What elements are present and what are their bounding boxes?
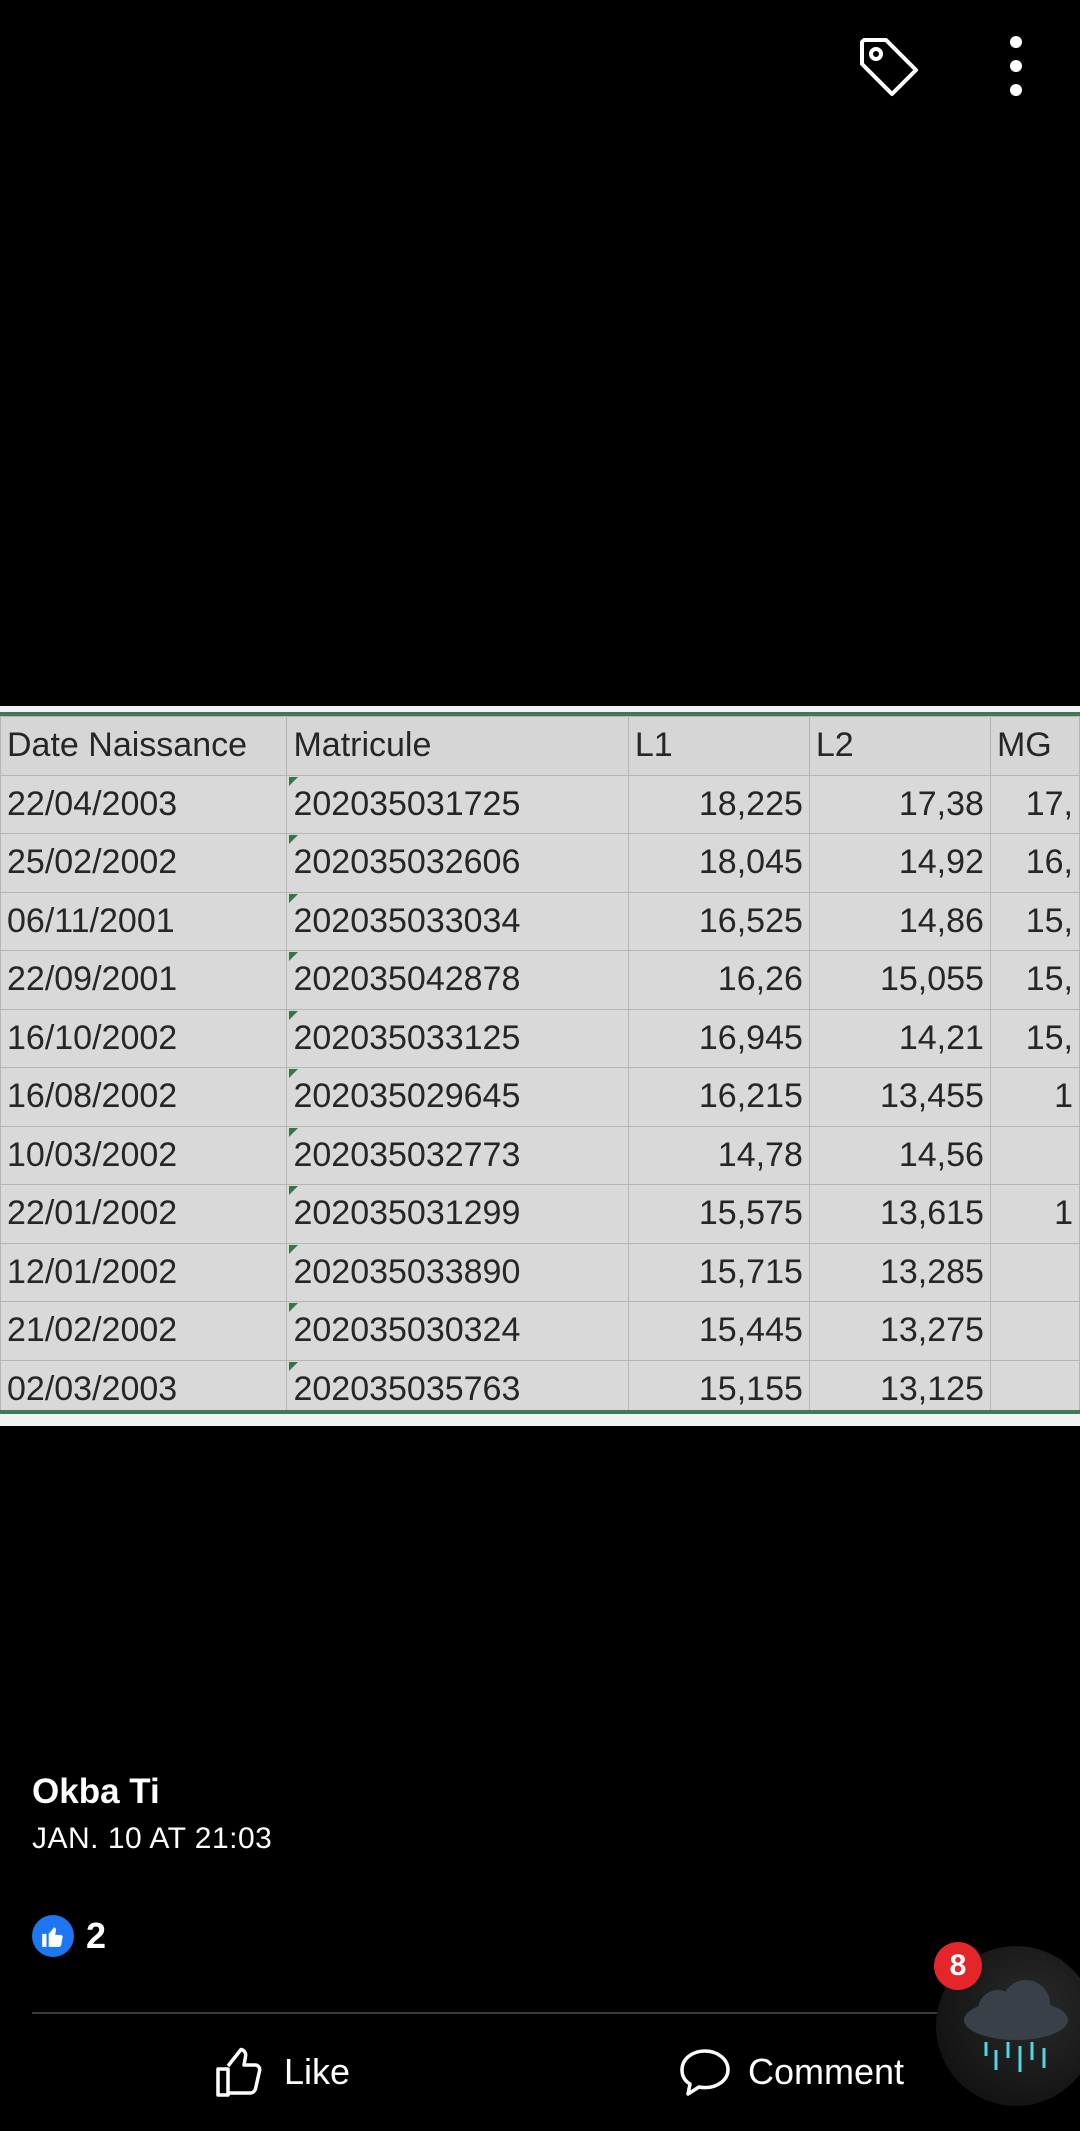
cell-date-naissance: 10/03/2002 [1,1126,287,1185]
divider [32,2012,1048,2014]
table-row: 06/11/2001 202035033034 16,525 14,86 15, [1,892,1080,951]
post-photo[interactable]: Date Naissance Matricule L1 L2 MG 22/04/… [0,706,1080,1426]
cell-date-naissance: 22/01/2002 [1,1185,287,1244]
like-label: Like [284,2051,350,2093]
cell-mg: 15, [990,1009,1079,1068]
comment-bubble-icon [678,2045,732,2099]
table-row: 21/02/2002 202035030324 15,445 13,275 [1,1302,1080,1361]
like-reaction-icon [32,1915,74,1957]
header-row: Date Naissance Matricule L1 L2 MG [1,717,1080,776]
notification-badge: 8 [934,1942,982,1990]
cell-mg: 16, [990,834,1079,893]
top-bar [0,0,1080,130]
cell-l1: 16,215 [628,1068,809,1127]
cell-matricule: 202035032606 [287,834,628,893]
cell-l2: 13,455 [809,1068,990,1127]
cell-date-naissance: 21/02/2002 [1,1302,287,1361]
cell-l2: 13,615 [809,1185,990,1244]
cell-date-naissance: 22/09/2001 [1,951,287,1010]
cell-mg [990,1302,1079,1361]
cell-matricule: 202035029645 [287,1068,628,1127]
cell-date-naissance: 16/10/2002 [1,1009,287,1068]
cell-mg: 1 [990,1185,1079,1244]
cell-l2: 15,055 [809,951,990,1010]
cell-l1: 15,575 [628,1185,809,1244]
cell-mg [990,1126,1079,1185]
comment-label: Comment [748,2051,904,2093]
post-date: JAN. 10 AT 21:03 [32,1822,272,1856]
more-vertical-icon [984,30,1032,102]
cell-l1: 15,445 [628,1302,809,1361]
cell-l1: 15,715 [628,1243,809,1302]
header-l2: L2 [809,717,990,776]
header-mg: MG [990,717,1079,776]
cell-matricule: 202035033034 [287,892,628,951]
reaction-summary[interactable]: 2 [32,1914,106,1958]
cell-l2: 13,285 [809,1243,990,1302]
cell-date-naissance: 22/04/2003 [1,775,287,834]
cell-matricule: 202035031299 [287,1185,628,1244]
cell-matricule: 202035031725 [287,775,628,834]
cell-mg: 15, [990,951,1079,1010]
cell-date-naissance: 16/08/2002 [1,1068,287,1127]
cell-date-naissance: 12/01/2002 [1,1243,287,1302]
cell-matricule: 202035033125 [287,1009,628,1068]
header-date-naissance: Date Naissance [1,717,287,776]
table-row: 16/10/2002 202035033125 16,945 14,21 15, [1,1009,1080,1068]
cell-l1: 14,78 [628,1126,809,1185]
cell-l1: 16,26 [628,951,809,1010]
table-row: 25/02/2002 202035032606 18,045 14,92 16, [1,834,1080,893]
table-row: 22/09/2001 202035042878 16,26 15,055 15, [1,951,1080,1010]
cell-l1: 16,525 [628,892,809,951]
cell-matricule: 202035030324 [287,1302,628,1361]
thumbs-up-icon [214,2045,268,2099]
cell-date-naissance: 06/11/2001 [1,892,287,951]
table-row: 22/04/2003 202035031725 18,225 17,38 17, [1,775,1080,834]
comment-button[interactable]: Comment [678,2042,904,2102]
cell-mg: 17, [990,775,1079,834]
table-row: 12/01/2002 202035033890 15,715 13,285 [1,1243,1080,1302]
cell-matricule: 202035033890 [287,1243,628,1302]
cell-l2: 17,38 [809,775,990,834]
cell-l2: 13,275 [809,1302,990,1361]
tag-icon [852,30,924,102]
like-count: 2 [86,1915,106,1957]
cell-l2: 14,86 [809,892,990,951]
table-row: 16/08/2002 202035029645 16,215 13,455 1 [1,1068,1080,1127]
cell-l1: 16,945 [628,1009,809,1068]
cell-l2: 14,56 [809,1126,990,1185]
cell-l1: 18,225 [628,775,809,834]
like-button[interactable]: Like [214,2042,350,2102]
table-row: 22/01/2002 202035031299 15,575 13,615 1 [1,1185,1080,1244]
cell-mg [990,1243,1079,1302]
cell-l2: 14,92 [809,834,990,893]
cell-matricule: 202035032773 [287,1126,628,1185]
cell-mg: 1 [990,1068,1079,1127]
cell-l1: 18,045 [628,834,809,893]
cell-l2: 14,21 [809,1009,990,1068]
header-matricule: Matricule [287,717,628,776]
spreadsheet-table: Date Naissance Matricule L1 L2 MG 22/04/… [0,716,1080,1419]
post-author[interactable]: Okba Ti [32,1772,160,1812]
more-options-button[interactable] [984,30,1032,102]
cell-mg: 15, [990,892,1079,951]
tag-button[interactable] [852,30,924,102]
header-l1: L1 [628,717,809,776]
cell-matricule: 202035042878 [287,951,628,1010]
table-row: 10/03/2002 202035032773 14,78 14,56 [1,1126,1080,1185]
cell-date-naissance: 25/02/2002 [1,834,287,893]
